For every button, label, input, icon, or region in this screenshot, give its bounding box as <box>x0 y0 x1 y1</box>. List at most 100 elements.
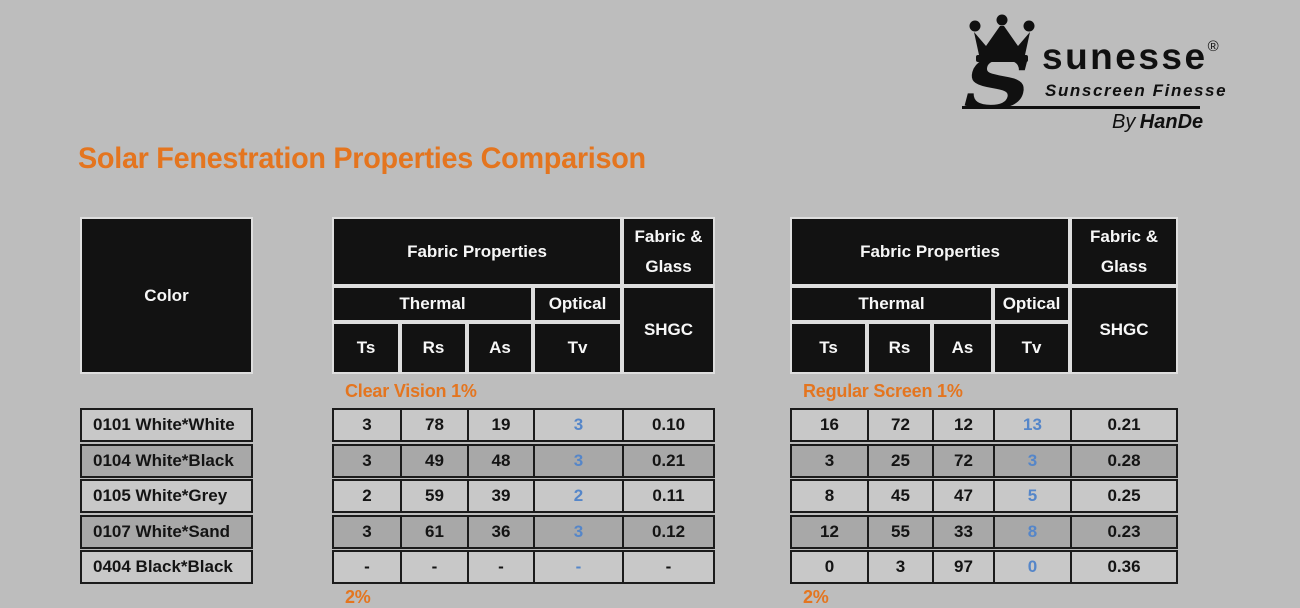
data-cell: 3 <box>334 516 400 547</box>
byline-prefix: By <box>1112 111 1136 133</box>
table-row: 3 25 72 3 0.28 <box>790 443 1178 478</box>
header-rs: Rs <box>400 322 467 374</box>
data-cell: 61 <box>400 516 467 547</box>
header-tv: Tv <box>993 322 1070 374</box>
data-cell-tv: 3 <box>993 445 1070 476</box>
data-cell: 59 <box>400 481 467 511</box>
color-row: 0404 Black*Black <box>80 550 253 584</box>
crown-lion-icon: S <box>963 14 1035 113</box>
header-fabric-glass-line1: Fabric & <box>1089 226 1159 246</box>
header-as: As <box>932 322 993 374</box>
data-cell: 3 <box>334 445 400 476</box>
left-header-table: Fabric Properties Fabric & Glass Thermal… <box>332 217 715 374</box>
data-cell: 0.28 <box>1070 445 1176 476</box>
data-cell: 49 <box>400 445 467 476</box>
data-cell: - <box>467 552 533 582</box>
color-row: 0105 White*Grey <box>80 479 253 513</box>
data-cell: 0.36 <box>1070 552 1176 582</box>
data-cell: 16 <box>792 410 867 440</box>
data-cell: 0.11 <box>622 481 713 511</box>
color-name-cell: 0105 White*Grey <box>82 481 251 511</box>
data-cell: 0.12 <box>622 516 713 547</box>
data-cell: 47 <box>932 481 993 511</box>
table-row: 3 61 36 3 0.12 <box>332 514 715 549</box>
data-cell: 8 <box>792 481 867 511</box>
header-fabric-glass-line2: Glass <box>645 256 692 276</box>
color-rows: 0101 White*White 0104 White*Black 0105 Whi… <box>80 408 253 588</box>
header-ts: Ts <box>790 322 867 374</box>
header-fabric-glass-line2: Glass <box>1100 256 1148 276</box>
right-header-table: Fabric Properties Fabric & Glass Thermal… <box>790 217 1178 374</box>
section-label-regular-screen: Regular Screen 1% <box>803 381 963 401</box>
logo-underline <box>962 106 1200 109</box>
svg-text:S: S <box>963 42 1031 113</box>
data-cell: - <box>622 552 713 582</box>
color-name-cell: 0101 White*White <box>82 410 251 440</box>
data-cell: 19 <box>467 410 533 440</box>
header-thermal: Thermal <box>332 286 533 322</box>
header-shgc: SHGC <box>1070 286 1178 374</box>
header-optical: Optical <box>533 286 622 322</box>
section-label-next-left: 2% <box>345 587 371 607</box>
data-cell-tv: 0 <box>993 552 1070 582</box>
data-cell: - <box>400 552 467 582</box>
data-cell: - <box>334 552 400 582</box>
regular-screen-table: 16 72 12 13 0.21 3 25 72 3 0.28 8 45 47 5 0.25 12 55 33 8 0… <box>790 408 1178 588</box>
table-row: 2 59 39 2 0.11 <box>332 479 715 513</box>
table-row: 0 3 97 0 0.36 <box>790 550 1178 584</box>
data-cell: 0.21 <box>1070 410 1176 440</box>
data-cell: 55 <box>867 516 932 547</box>
data-cell: 78 <box>400 410 467 440</box>
byline-name: HanDe <box>1139 111 1204 133</box>
data-cell: 45 <box>867 481 932 511</box>
header-rs: Rs <box>867 322 932 374</box>
brand-name: sunesse <box>1042 36 1208 77</box>
data-cell: 12 <box>932 410 993 440</box>
data-cell: 48 <box>467 445 533 476</box>
color-name-cell: 0107 White*Sand <box>82 516 251 547</box>
header-fabric-glass-line1: Fabric & <box>634 226 703 246</box>
table-row: 12 55 33 8 0.23 <box>790 514 1178 549</box>
color-row: 0104 White*Black <box>80 443 253 478</box>
brand-logo: S sunesse® Sunscreen Finesse By HanDe <box>962 12 1226 134</box>
data-cell: 0 <box>792 552 867 582</box>
data-cell: 0.10 <box>622 410 713 440</box>
data-cell-tv: 2 <box>533 481 622 511</box>
color-name-cell: 0104 White*Black <box>82 445 251 476</box>
data-cell-tv: 5 <box>993 481 1070 511</box>
data-cell: 0.23 <box>1070 516 1176 547</box>
header-fabric-properties: Fabric Properties <box>790 217 1070 286</box>
table-row: 3 78 19 3 0.10 <box>332 408 715 442</box>
data-cell: 2 <box>334 481 400 511</box>
data-cell: 3 <box>867 552 932 582</box>
header-fabric-glass: Fabric & Glass <box>622 217 715 286</box>
data-cell: 36 <box>467 516 533 547</box>
header-thermal: Thermal <box>790 286 993 322</box>
brand-tagline: Sunscreen Finesse <box>1045 81 1228 100</box>
data-cell-tv: 13 <box>993 410 1070 440</box>
data-cell-tv: 3 <box>533 410 622 440</box>
data-cell: 0.21 <box>622 445 713 476</box>
data-cell-tv: 3 <box>533 445 622 476</box>
data-cell: 12 <box>792 516 867 547</box>
section-label-clear-vision: Clear Vision 1% <box>345 381 477 401</box>
table-row: 16 72 12 13 0.21 <box>790 408 1178 442</box>
header-tv: Tv <box>533 322 622 374</box>
table-row: 8 45 47 5 0.25 <box>790 479 1178 513</box>
data-cell: 0.25 <box>1070 481 1176 511</box>
header-shgc: SHGC <box>622 286 715 374</box>
page-title: Solar Fenestration Properties Comparison <box>78 142 646 175</box>
section-label-next-right: 2% <box>803 587 829 607</box>
clear-vision-table: 3 78 19 3 0.10 3 49 48 3 0.21 2 59 39 2 0.11 3 61 36 3 0.12… <box>332 408 715 588</box>
color-row: 0107 White*Sand <box>80 514 253 549</box>
data-cell: 39 <box>467 481 533 511</box>
data-cell: 33 <box>932 516 993 547</box>
color-name-cell: 0404 Black*Black <box>82 552 251 582</box>
color-column-header: Color <box>80 217 253 374</box>
data-cell-tv: 3 <box>533 516 622 547</box>
data-cell-tv: - <box>533 552 622 582</box>
data-cell: 97 <box>932 552 993 582</box>
data-cell-tv: 8 <box>993 516 1070 547</box>
data-cell: 72 <box>932 445 993 476</box>
registered-mark-icon: ® <box>1207 38 1219 55</box>
